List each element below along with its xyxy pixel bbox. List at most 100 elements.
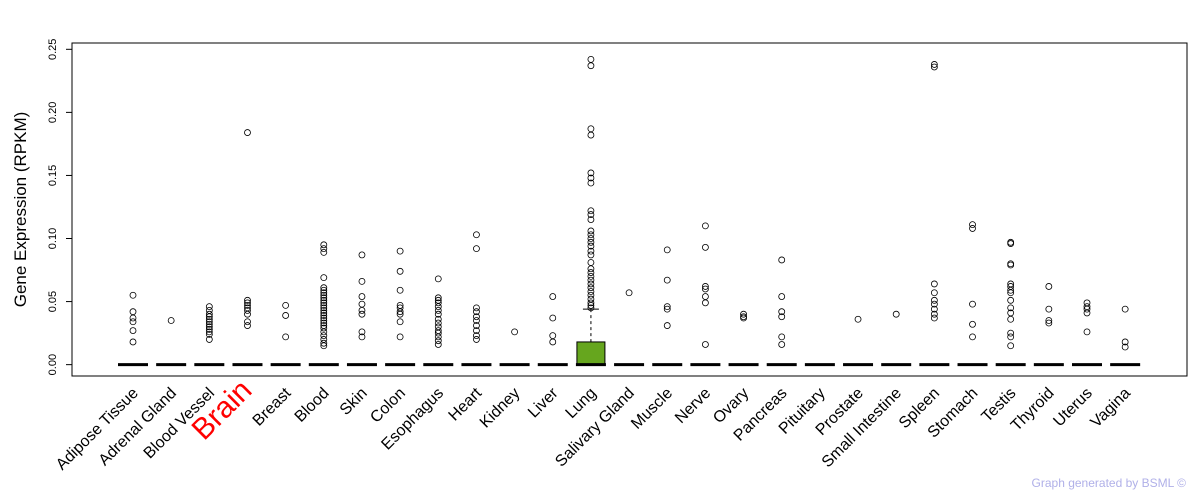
outlier-blood-10 xyxy=(320,299,328,307)
outlier-adipose-tissue-2 xyxy=(129,314,137,322)
outlier-blood-vessel-10 xyxy=(205,330,213,338)
outlier-spleen-6 xyxy=(930,305,938,313)
box-lung xyxy=(576,341,606,366)
outlier-spleen-5 xyxy=(930,300,938,308)
outlier-testis-9 xyxy=(1007,304,1015,312)
outlier-heart-7 xyxy=(473,327,480,334)
outlier-small-intestine-0 xyxy=(892,310,900,318)
outlier-lung-27 xyxy=(587,299,595,307)
outlier-heart-0 xyxy=(473,231,480,239)
outlier-testis-8 xyxy=(1007,296,1015,304)
outlier-stomach-3 xyxy=(969,320,976,328)
outlier-testis-7 xyxy=(1007,289,1015,297)
outlier-blood-21 xyxy=(320,328,328,336)
outlier-colon-7 xyxy=(396,318,404,326)
outlier-blood-vessel-8 xyxy=(205,325,213,333)
outlier-testis-3 xyxy=(1007,261,1015,269)
outlier-prostate-0 xyxy=(854,315,862,323)
outlier-liver-0 xyxy=(549,293,557,300)
outlier-blood-11 xyxy=(320,301,328,309)
outlier-adipose-tissue-1 xyxy=(129,308,137,316)
outlier-lung-29 xyxy=(587,304,595,312)
outlier-nerve-4 xyxy=(702,293,709,300)
outlier-blood-6 xyxy=(320,289,328,297)
outlier-muscle-4 xyxy=(663,322,671,329)
outlier-breast-0 xyxy=(282,301,290,309)
x-label-vagina: Vagina xyxy=(1088,385,1134,431)
outlier-liver-2 xyxy=(549,332,557,340)
outlier-lung-15 xyxy=(587,247,595,255)
outlier-skin-1 xyxy=(358,277,366,285)
outlier-pancreas-1 xyxy=(778,293,786,300)
outlier-blood-3 xyxy=(320,274,328,282)
x-label-blood: Blood xyxy=(292,385,333,426)
outlier-colon-5 xyxy=(396,308,404,316)
outlier-lung-25 xyxy=(587,291,595,299)
outlier-brain-1 xyxy=(244,296,251,304)
outlier-blood-2 xyxy=(320,248,328,256)
outlier-heart-3 xyxy=(473,308,480,316)
outlier-blood-vessel-3 xyxy=(205,313,213,321)
outlier-lung-22 xyxy=(587,280,595,288)
outlier-brain-8 xyxy=(244,322,251,329)
outlier-colon-8 xyxy=(396,333,404,341)
outlier-nerve-5 xyxy=(702,299,709,307)
outlier-lung-9 xyxy=(587,216,595,223)
outlier-brain-2 xyxy=(244,299,251,307)
outlier-lung-18 xyxy=(587,265,595,273)
outlier-lung-23 xyxy=(587,284,595,292)
outlier-blood-vessel-5 xyxy=(205,318,213,326)
outlier-brain-6 xyxy=(244,310,251,318)
outlier-lung-10 xyxy=(587,227,595,235)
outlier-kidney-0 xyxy=(511,328,518,336)
outlier-lung-4 xyxy=(587,169,595,177)
outlier-blood-1 xyxy=(320,245,328,253)
outlier-stomach-2 xyxy=(969,300,976,308)
outlier-testis-11 xyxy=(1007,315,1015,323)
outlier-blood-14 xyxy=(320,309,328,317)
outlier-stomach-4 xyxy=(969,333,976,341)
outlier-testis-12 xyxy=(1007,329,1015,337)
outlier-adipose-tissue-4 xyxy=(129,327,137,334)
y-tick-label-4: 0.20 xyxy=(47,102,59,123)
y-tick-label-0: 0.00 xyxy=(47,354,59,375)
outlier-lung-21 xyxy=(587,276,595,284)
outlier-muscle-0 xyxy=(663,246,671,254)
outlier-salivary-gland-0 xyxy=(625,289,633,297)
outlier-adipose-tissue-3 xyxy=(129,318,137,326)
y-axis-title: Gene Expression (RPKM) xyxy=(11,112,30,308)
x-label-breast: Breast xyxy=(250,384,295,429)
y-tick-label-3: 0.15 xyxy=(47,165,59,186)
outlier-thyroid-3 xyxy=(1045,319,1053,327)
outlier-lung-8 xyxy=(587,211,595,218)
outlier-blood-vessel-0 xyxy=(205,303,213,311)
outlier-nerve-1 xyxy=(702,243,709,251)
outlier-skin-0 xyxy=(358,251,366,259)
outlier-esophagus-5 xyxy=(434,307,442,314)
outlier-vagina-1 xyxy=(1121,338,1129,346)
outlier-blood-9 xyxy=(320,296,328,304)
plot-frame xyxy=(71,42,1188,377)
x-label-kidney: Kidney xyxy=(477,385,524,432)
outlier-lung-28 xyxy=(587,301,595,309)
y-tick-label-2: 0.10 xyxy=(47,228,59,249)
outlier-lung-13 xyxy=(587,238,595,246)
x-label-uterus: Uterus xyxy=(1050,385,1095,430)
outlier-blood-7 xyxy=(320,291,328,299)
outlier-blood-8 xyxy=(320,294,328,302)
outlier-lung-2 xyxy=(587,125,595,133)
outlier-skin-3 xyxy=(358,300,366,308)
outlier-lung-0 xyxy=(587,55,595,63)
outlier-blood-vessel-2 xyxy=(205,310,213,318)
x-label-skin: Skin xyxy=(337,385,371,419)
outlier-blood-20 xyxy=(320,324,328,332)
y-tick-label-1: 0.05 xyxy=(47,291,59,312)
outlier-blood-5 xyxy=(320,286,328,294)
outlier-colon-6 xyxy=(396,310,404,318)
outlier-uterus-2 xyxy=(1083,305,1091,313)
outlier-testis-13 xyxy=(1007,333,1015,341)
x-label-muscle: Muscle xyxy=(628,385,676,433)
y-axis: 0.00 0.05 0.10 0.15 0.20 0.25 xyxy=(47,39,72,375)
outlier-esophagus-1 xyxy=(434,294,442,302)
outlier-esophagus-13 xyxy=(434,337,442,345)
